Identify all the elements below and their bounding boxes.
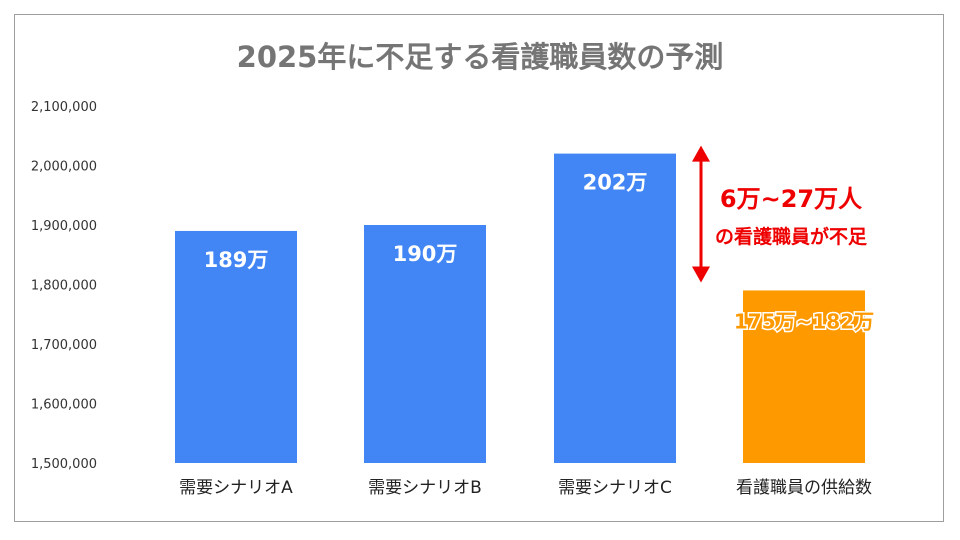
bars: [175, 153, 865, 463]
chart-title: 2025年に不足する看護職員数の予測: [237, 40, 724, 74]
x-category-label: 需要シナリオC: [558, 478, 672, 498]
bar-value-label: 202万: [583, 171, 648, 195]
bar-demand-3: [554, 153, 676, 463]
shortage-description-text: の看護職員が不足: [715, 225, 868, 248]
bar-value-label: 175万~182万: [734, 309, 874, 333]
arrow-head-bottom: [692, 266, 710, 283]
y-tick-label: 2,100,000: [31, 100, 97, 115]
x-category-label: 看護職員の供給数: [736, 478, 872, 498]
x-category-label: 需要シナリオB: [368, 478, 482, 498]
y-tick-label: 1,500,000: [31, 457, 97, 472]
bar-demand-1: [175, 230, 297, 463]
chart: 2025年に不足する看護職員数の予測 2,100,000 2,000,000 1,9…: [31, 40, 876, 498]
y-tick-label: 1,900,000: [31, 219, 97, 234]
bar-value-label: 189万: [204, 248, 269, 272]
y-axis: 2,100,000 2,000,000 1,900,000 1,800,000 1,70…: [31, 100, 97, 472]
shortage-range-text: 6万~27万人: [720, 185, 862, 213]
y-tick-label: 2,000,000: [31, 160, 97, 175]
chart-frame: 2025年に不足する看護職員数の予測 2,100,000 2,000,000 1,9…: [14, 14, 944, 522]
bar-demand-2: [364, 225, 486, 463]
x-axis: 需要シナリオA 需要シナリオB 需要シナリオC 看護職員の供給数: [179, 478, 872, 498]
y-tick-label: 1,700,000: [31, 338, 97, 353]
bar-supply: [743, 290, 865, 463]
bar-labels: 189万 190万 202万 175万~182万: [204, 171, 876, 335]
y-tick-label: 1,600,000: [31, 398, 97, 413]
arrow-head-top: [692, 145, 710, 162]
y-tick-label: 1,800,000: [31, 279, 97, 294]
shortage-annotation: 6万~27万人 の看護職員が不足: [692, 145, 868, 283]
bar-value-label: 190万: [393, 242, 458, 266]
x-category-label: 需要シナリオA: [179, 478, 293, 498]
